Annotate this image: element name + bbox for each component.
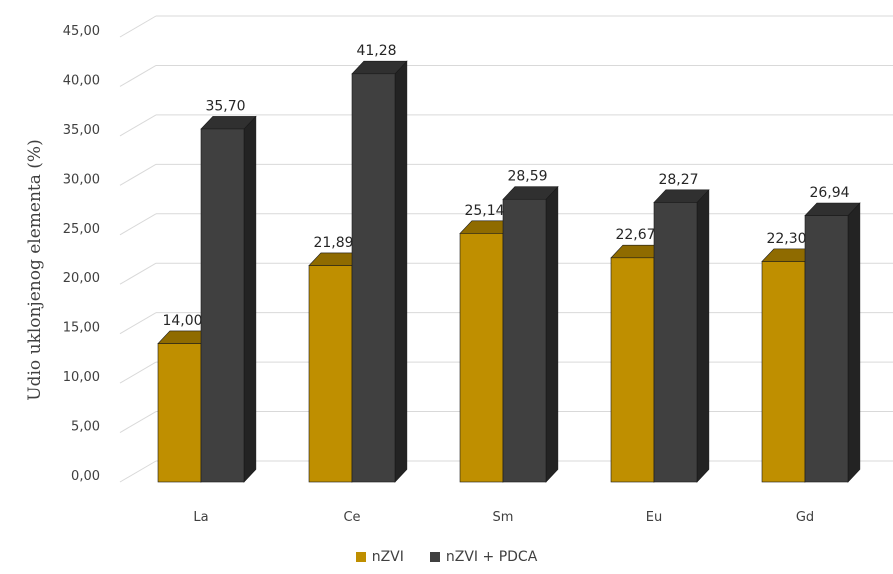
x-tick-label: La [193,510,208,525]
legend-swatch-nzvi [355,552,366,562]
y-tick-label: 40,00 [63,73,100,88]
data-label: 25,14 [464,203,504,219]
data-label: 14,00 [162,313,202,329]
y-axis-label: Udio uklonjenog elementa (%) [25,139,45,400]
y-tick-label: 45,00 [63,24,100,39]
x-tick-label: Eu [646,510,662,525]
data-label: 35,70 [205,98,245,114]
y-tick-label: 5,00 [71,420,100,435]
legend-label-nzvi-pdca: nZVI + PDCA [445,549,538,565]
bar [502,185,559,483]
y-tick-label: 25,00 [63,222,100,237]
data-label: 41,28 [356,43,396,59]
gridline [119,163,893,186]
bar-chart: 0,00 5,00 10,00 15,00 20,00 25,00 30,00 35,00 40… [25,15,893,525]
legend-item-nzvi: nZVI [355,549,404,565]
y-tick-label: 0,00 [71,469,100,484]
bar [804,202,861,483]
legend-item-nzvi-pdca: nZVI + PDCA [429,549,538,565]
y-tick-label: 10,00 [63,370,100,385]
gridline [119,114,893,137]
bar [653,189,710,483]
bar [351,60,408,483]
y-axis-ticks: 0,00 5,00 10,00 15,00 20,00 25,00 30,00 35,00 40… [63,24,100,484]
gridline [119,15,893,38]
y-tick-label: 35,00 [63,123,100,138]
data-label: 21,89 [313,235,353,251]
data-label: 26,94 [809,185,849,201]
gridline [119,64,893,87]
data-label: 28,59 [507,169,547,185]
data-labels: 14,00 35,70 21,89 41,28 25,14 28,59 22,67 28,27… [162,43,849,329]
y-tick-label: 15,00 [63,321,100,336]
x-tick-label: Ce [343,510,360,525]
bar [200,115,257,483]
data-label: 28,27 [658,172,698,188]
legend: nZVI nZVI + PDCA [0,549,893,565]
x-axis-categories: La Ce Sm Eu Gd [193,510,814,525]
x-tick-label: Sm [493,510,514,525]
bars [157,60,861,483]
y-tick-label: 20,00 [63,271,100,286]
data-label: 22,67 [615,227,655,243]
data-label: 22,30 [766,231,806,247]
x-tick-label: Gd [796,510,814,525]
y-tick-label: 30,00 [63,172,100,187]
legend-label-nzvi: nZVI [371,549,404,565]
legend-swatch-nzvi-pdca [429,552,440,562]
